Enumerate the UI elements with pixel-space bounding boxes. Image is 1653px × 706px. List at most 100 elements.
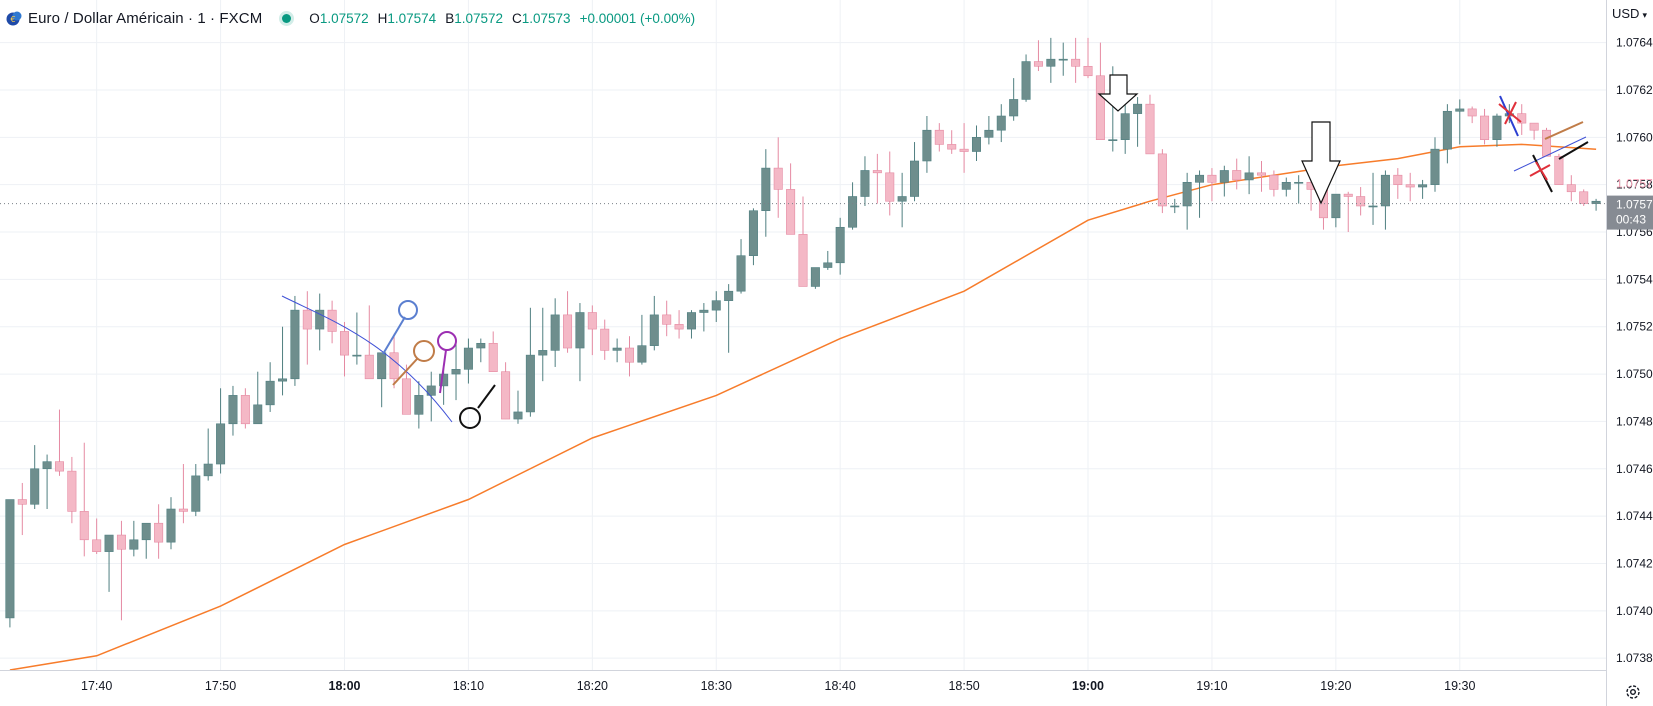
candle (414, 381, 424, 429)
euro-dollar-icon[interactable]: € (6, 10, 22, 26)
candle-body (278, 378, 288, 382)
candle-body (538, 350, 548, 356)
candle-body (1455, 108, 1465, 112)
candle (724, 284, 734, 353)
y-tick-label: 1.0762 (1616, 83, 1653, 97)
candle (563, 291, 573, 353)
thin-trend-line[interactable] (1513, 136, 1587, 172)
candle-body (92, 539, 102, 552)
black-lollipop-stick[interactable] (477, 384, 496, 409)
candle (339, 321, 349, 377)
blue-lollipop-stick[interactable] (382, 316, 406, 355)
candle-body (1393, 174, 1403, 185)
candle-body (1219, 170, 1229, 183)
candle-body (426, 385, 436, 396)
down-arrow-icon[interactable] (1301, 121, 1341, 205)
candle (550, 298, 560, 367)
candle (240, 388, 250, 429)
candle (823, 250, 833, 270)
time-axis-background (0, 670, 1606, 706)
candle (1046, 37, 1056, 83)
candle (116, 520, 126, 621)
blue-lollipop-circle[interactable] (398, 300, 418, 320)
candle-body (748, 210, 758, 256)
candle-body (17, 499, 27, 505)
market-status-dot[interactable] (282, 13, 292, 23)
low-label: B (445, 10, 455, 26)
candle-body (773, 167, 783, 190)
red-cross-icon[interactable] (1529, 164, 1551, 177)
candle (575, 303, 585, 382)
candle (30, 445, 40, 510)
candle-body (488, 342, 498, 372)
candle-body (265, 380, 275, 406)
candle (686, 310, 696, 339)
candle (290, 295, 300, 386)
candle (1529, 122, 1539, 140)
y-tick-label: 1.0746 (1616, 462, 1653, 476)
black-mark-line[interactable] (1558, 141, 1589, 160)
red-cross-icon[interactable] (1504, 101, 1517, 125)
red-cross-icon[interactable] (1535, 161, 1548, 181)
symbol-title[interactable]: Euro / Dollar Américain · 1 · FXCM (28, 9, 263, 27)
down-arrow-icon[interactable] (1097, 74, 1139, 112)
candle-body (166, 508, 176, 543)
candle-body (1331, 193, 1341, 219)
y-tick-label: 1.0760 (1616, 130, 1653, 144)
candle-body (1108, 139, 1118, 141)
candle (1182, 172, 1192, 230)
candle (1120, 99, 1130, 154)
candle-body (823, 262, 833, 268)
brown-lollipop-stick[interactable] (392, 358, 418, 386)
candle-body (203, 463, 213, 477)
candle-body (352, 354, 362, 357)
candle (637, 314, 647, 365)
currency-selector[interactable]: USD ▾ (1612, 6, 1647, 21)
candle (1257, 160, 1267, 192)
candle-body (835, 226, 845, 264)
candle (302, 291, 312, 365)
candle-body (67, 470, 77, 512)
candle-body (315, 309, 325, 330)
candle-body (141, 522, 151, 541)
candle-body (104, 534, 114, 552)
countdown-label: 00:43 (1616, 213, 1646, 227)
candle-body (414, 395, 424, 415)
candle-body (401, 378, 411, 415)
candle-body (637, 345, 647, 363)
gear-icon[interactable] (1624, 683, 1642, 701)
candle (1418, 179, 1428, 199)
candle-body (922, 129, 932, 162)
brown-lollipop-circle[interactable] (413, 340, 435, 362)
candle (1331, 193, 1341, 228)
candle-body (364, 354, 374, 380)
purple-lollipop-circle[interactable] (437, 331, 457, 351)
candle-body (1418, 184, 1428, 188)
candle (488, 331, 498, 372)
prev-price-label: 1.0757 (1616, 177, 1653, 191)
candle (885, 151, 895, 216)
blue-trend-curve[interactable] (281, 295, 453, 423)
x-tick-label: 18:20 (577, 679, 608, 693)
candle-body (947, 144, 957, 150)
ohlc-values: O 1.07572 H 1.07574 B 1.07572 C 1.07573 +0.0… (309, 11, 695, 26)
candle (1294, 175, 1304, 204)
brown-mark-line[interactable] (1544, 121, 1584, 140)
candle (1442, 104, 1452, 164)
candle (79, 442, 89, 557)
purple-lollipop-stick[interactable] (439, 349, 447, 394)
candle (129, 520, 139, 557)
candle (1492, 113, 1502, 147)
close-label: C (512, 10, 522, 26)
candle-body (476, 342, 486, 349)
candle-body (934, 129, 944, 145)
candle-body (1368, 205, 1378, 208)
candle (1591, 198, 1601, 211)
black-lollipop-circle[interactable] (459, 407, 481, 429)
candle (178, 464, 188, 524)
candle (501, 362, 511, 420)
candle (513, 390, 523, 424)
candle-body (662, 314, 672, 325)
